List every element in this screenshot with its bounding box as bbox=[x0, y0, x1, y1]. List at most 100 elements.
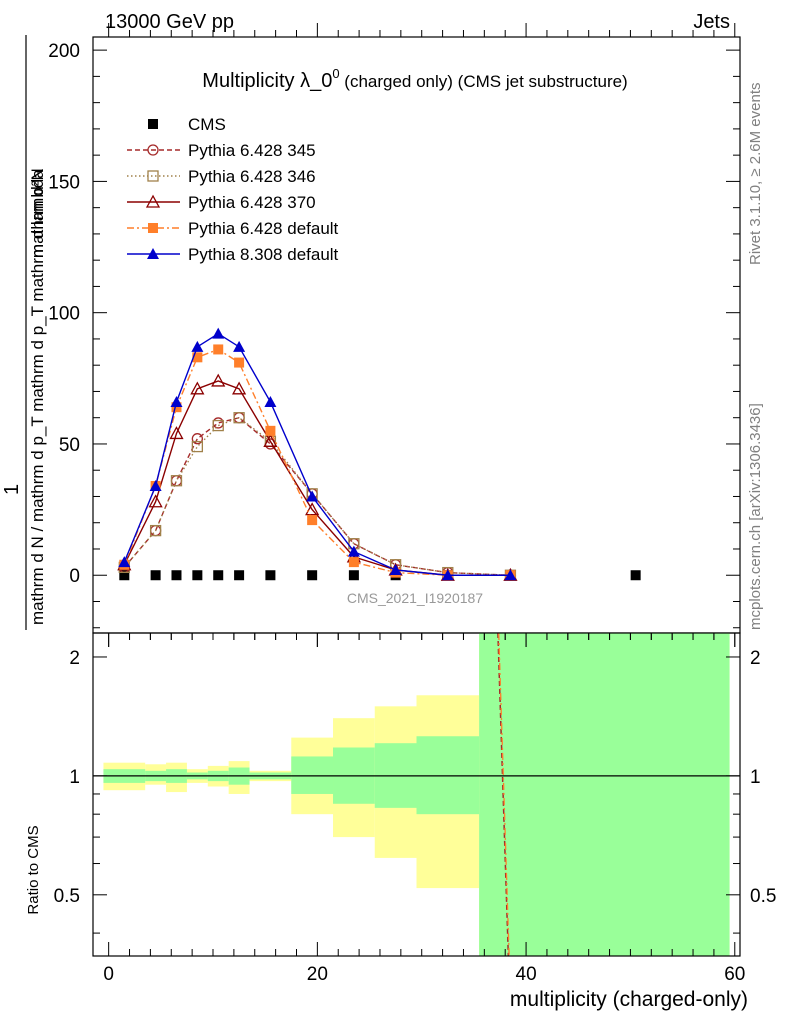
series-line-5 bbox=[123, 332, 511, 576]
legend-label-3: Pythia 6.428 370 bbox=[188, 193, 316, 212]
point-2-1 bbox=[149, 524, 162, 537]
xtick-label-0: 0 bbox=[103, 964, 114, 985]
xtick-label-1: 20 bbox=[307, 964, 328, 985]
series-5 bbox=[118, 327, 517, 581]
y-label-one: 1 bbox=[1, 484, 23, 495]
point-0-2 bbox=[171, 570, 182, 581]
main-y-ticks: 0 50 100 150 200 bbox=[48, 41, 740, 629]
legend-marker-3 bbox=[145, 194, 161, 208]
ratio-ytick-label-left-2: 2 bbox=[69, 648, 80, 669]
point-0-8 bbox=[348, 570, 359, 581]
point-0-12 bbox=[630, 570, 641, 581]
legend-marker-2 bbox=[147, 170, 159, 182]
series-line-1 bbox=[123, 416, 511, 576]
legend-item-0: CMS bbox=[148, 115, 226, 134]
point-5-10 bbox=[441, 569, 454, 581]
point-4-3 bbox=[192, 352, 203, 363]
point-4-4 bbox=[213, 344, 224, 355]
series-4 bbox=[119, 344, 516, 581]
point-0-3 bbox=[192, 570, 203, 581]
point-5-1 bbox=[149, 479, 162, 491]
point-2-3 bbox=[191, 440, 204, 453]
analysis-watermark: CMS_2021_I1920187 bbox=[347, 590, 483, 606]
series-line-3 bbox=[123, 380, 511, 576]
point-4-7 bbox=[307, 515, 318, 526]
legend-item-4: Pythia 6.428 default bbox=[127, 219, 339, 238]
legend-marker-5 bbox=[147, 248, 159, 259]
legend-marker-1 bbox=[147, 144, 159, 156]
legend-label-4: Pythia 6.428 default bbox=[188, 219, 339, 238]
point-5-0 bbox=[118, 556, 131, 568]
ratio-ytick-label-right-0: 0.5 bbox=[750, 886, 776, 907]
mcplots-label: mcplots.cern.ch [arXiv:1306.3436] bbox=[747, 403, 764, 630]
ratio-band-green-11 bbox=[479, 633, 730, 956]
point-5-8 bbox=[347, 545, 360, 557]
point-5-2 bbox=[170, 395, 183, 407]
rivet-label: Rivet 3.1.10, ≥ 2.6M events bbox=[747, 83, 764, 266]
title-main: Multiplicity λ_0 bbox=[202, 70, 332, 92]
legend-label-1: Pythia 6.428 345 bbox=[188, 141, 316, 160]
ratio-band-green-7 bbox=[291, 756, 334, 794]
ratio-y-ticks: 0.5 0.5 1 1 2 2 bbox=[54, 648, 776, 934]
point-5-9 bbox=[389, 563, 402, 575]
legend-label-0: CMS bbox=[188, 115, 226, 134]
point-2-2 bbox=[170, 475, 183, 487]
point-4-5 bbox=[234, 357, 245, 368]
point-4-8 bbox=[348, 557, 359, 568]
ratio-y-label: Ratio to CMS bbox=[25, 825, 42, 914]
series-line-4 bbox=[123, 348, 511, 576]
legend-item-5: Pythia 8.308 default bbox=[127, 245, 339, 264]
legend-marker-0 bbox=[148, 119, 158, 129]
ratio-frame bbox=[92, 632, 741, 957]
main-ytick-label-0: 0 bbox=[69, 566, 80, 587]
point-5-5 bbox=[233, 340, 246, 352]
y-label-numerator: mathrm d²N bbox=[28, 168, 47, 258]
energy-label: 13000 GeV pp bbox=[105, 11, 234, 33]
main-ytick-label-2: 100 bbox=[48, 304, 80, 325]
main-plot-area bbox=[117, 327, 641, 581]
x-ticks: 0 20 40 60 bbox=[103, 23, 745, 985]
title-subtitle: (charged only) (CMS jet substructure) bbox=[340, 72, 628, 91]
point-3-4 bbox=[211, 373, 226, 387]
ratio-ytick-label-right-1: 1 bbox=[750, 767, 761, 788]
point-0-6 bbox=[265, 570, 276, 581]
point-5-11 bbox=[504, 569, 517, 581]
ratio-band-green-10 bbox=[416, 736, 480, 815]
ratio-ytick-label-left-0: 0.5 bbox=[54, 886, 80, 907]
series-line-2 bbox=[123, 416, 511, 576]
y-label-denominator: mathrm d N / mathrm d p_T mathrm d p_T m… bbox=[28, 169, 47, 625]
process-label: Jets bbox=[693, 11, 730, 33]
xtick-label-3: 60 bbox=[724, 964, 745, 985]
series-0 bbox=[119, 570, 641, 581]
legend-item-1: Pythia 6.428 345 bbox=[127, 141, 316, 160]
point-5-3 bbox=[191, 340, 204, 352]
point-1-3 bbox=[191, 433, 204, 445]
chart-title: Multiplicity λ_00 (charged only) (CMS je… bbox=[202, 66, 627, 92]
point-4-2 bbox=[171, 402, 182, 413]
point-3-2 bbox=[169, 426, 184, 440]
legend-item-3: Pythia 6.428 370 bbox=[127, 193, 316, 212]
main-ytick-label-4: 200 bbox=[48, 41, 80, 62]
legend: CMS Pythia 6.428 345 Pythia 6.428 346 Pythi… bbox=[127, 115, 339, 264]
point-0-7 bbox=[307, 570, 318, 581]
ratio-plot-area bbox=[93, 632, 740, 957]
point-1-4 bbox=[212, 417, 224, 429]
ratio-ytick-label-right-2: 2 bbox=[750, 648, 761, 669]
point-2-5 bbox=[233, 412, 245, 424]
point-3-3 bbox=[190, 381, 205, 395]
legend-item-2: Pythia 6.428 346 bbox=[127, 167, 316, 186]
legend-label-5: Pythia 8.308 default bbox=[188, 245, 339, 264]
point-0-0 bbox=[119, 570, 130, 581]
point-5-6 bbox=[264, 395, 277, 407]
x-axis-label: multiplicity (charged-only) bbox=[510, 988, 748, 1011]
point-3-7 bbox=[305, 502, 320, 516]
point-0-1 bbox=[150, 570, 161, 581]
point-3-6 bbox=[263, 433, 278, 447]
xtick-label-2: 40 bbox=[516, 964, 537, 985]
main-ytick-label-1: 50 bbox=[59, 435, 80, 456]
legend-marker-4 bbox=[148, 223, 158, 233]
main-ytick-label-3: 150 bbox=[48, 172, 80, 193]
point-3-1 bbox=[148, 494, 163, 508]
point-1-2 bbox=[170, 475, 183, 487]
